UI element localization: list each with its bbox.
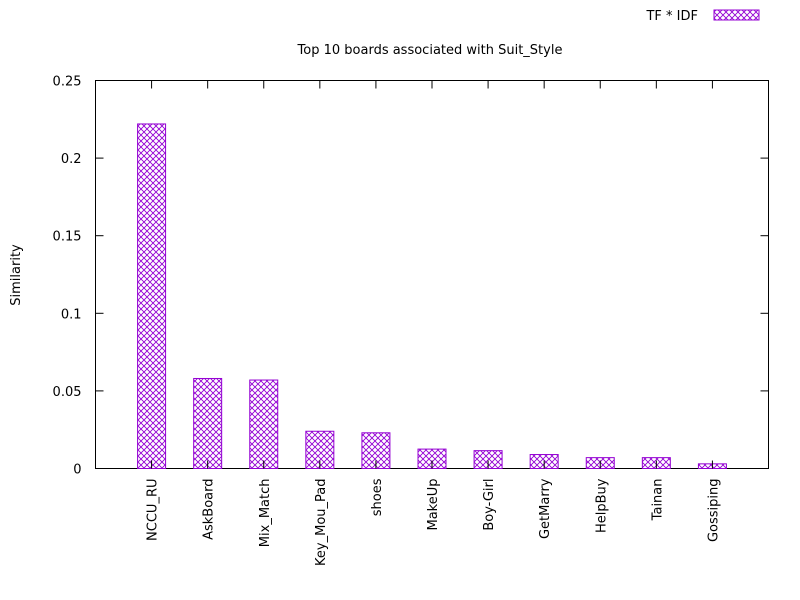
y-tick-label: 0.15 [53, 230, 82, 245]
y-tick-label: 0.1 [61, 307, 82, 322]
x-tick-label: shoes [370, 478, 385, 516]
y-axis-ticks: 0 0.05 0.1 0.15 0.2 0.25 [53, 75, 769, 478]
x-tick-label: HelpBuy [594, 478, 609, 533]
legend-label: TF * IDF [645, 9, 698, 24]
y-tick-label: 0.25 [53, 75, 82, 90]
x-tick-label: Key_Mou_Pad [314, 479, 329, 566]
x-tick-label: AskBoard [202, 479, 217, 540]
bar-mix-match [249, 379, 279, 470]
y-tick-label: 0.2 [61, 152, 82, 167]
legend: TF * IDF [645, 9, 760, 24]
bar-askboard [193, 377, 223, 470]
bar-nccu-ru [137, 123, 167, 470]
x-tick-label: Gossiping [706, 479, 721, 543]
x-tick-label: Mix_Match [258, 479, 273, 548]
chart-title: Top 10 boards associated with Suit_Style [297, 43, 563, 58]
y-axis-label: Similarity [9, 244, 24, 306]
x-tick-label: GetMarry [538, 478, 553, 539]
legend-swatch [713, 9, 760, 21]
x-tick-label: NCCU_RU [146, 479, 161, 541]
x-tick-label: MakeUp [426, 479, 441, 531]
bars [137, 123, 727, 470]
x-axis-ticks: NCCU_RU AskBoard Mix_Match Key_Mou_Pad shoes… [146, 80, 721, 566]
x-tick-label: Boy-Girl [482, 479, 497, 531]
y-tick-label: 0 [73, 463, 81, 478]
x-tick-label: Tainan [650, 479, 665, 522]
y-tick-label: 0.05 [53, 385, 82, 400]
